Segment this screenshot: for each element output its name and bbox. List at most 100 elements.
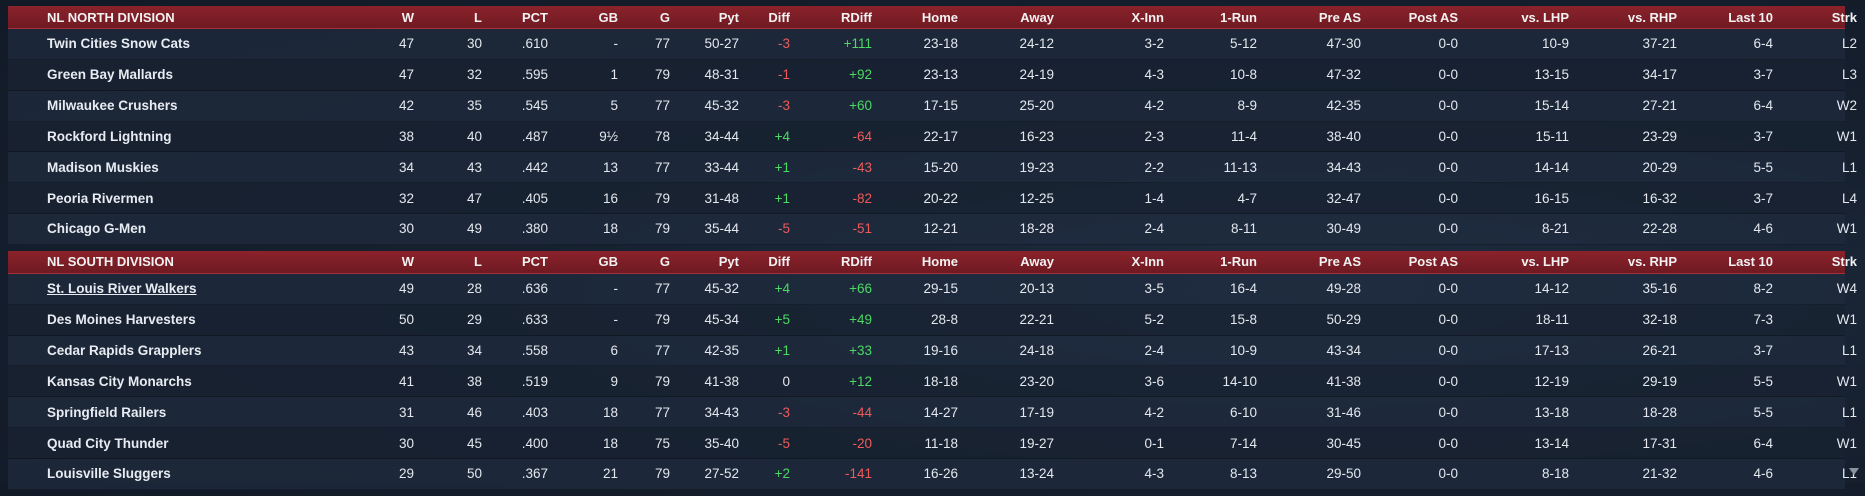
- column-header-vs-lhp[interactable]: vs. LHP: [1521, 254, 1569, 270]
- column-header-home[interactable]: Home: [921, 254, 958, 270]
- column-header-one-run[interactable]: 1-Run: [1220, 254, 1257, 270]
- table-row[interactable]: Rockford Lightning 38 40 .487 9½ 78 34-44 +4 -64…: [8, 121, 1857, 153]
- team-name-link[interactable]: Twin Cities Snow Cats: [47, 36, 191, 52]
- column-header-pre-all-star[interactable]: Pre AS: [1318, 9, 1361, 25]
- cell-losses: 38: [466, 373, 482, 389]
- cell-last-10: 6-4: [1753, 36, 1773, 52]
- column-header-wins[interactable]: W: [401, 9, 414, 25]
- column-header-games[interactable]: G: [659, 9, 670, 25]
- column-header-streak[interactable]: Strk: [1831, 9, 1857, 25]
- cell-pct: .400: [521, 435, 548, 451]
- team-name-link[interactable]: Milwaukee Crushers: [47, 98, 178, 114]
- column-header-diff[interactable]: Diff: [768, 254, 790, 270]
- column-header-vs-rhp[interactable]: vs. RHP: [1627, 254, 1677, 270]
- table-row[interactable]: Kansas City Monarchs 41 38 .519 9 79 41-38 0 +12…: [8, 366, 1857, 398]
- cell-pct: .519: [521, 373, 548, 389]
- cell-games-back: 18: [602, 404, 618, 420]
- cell-losses: 32: [466, 67, 482, 83]
- team-name-link[interactable]: Chicago G-Men: [47, 221, 147, 237]
- cell-one-run: 16-4: [1229, 281, 1257, 297]
- table-row[interactable]: Madison Muskies 34 43 .442 13 77 33-44 +1 -43 15-…: [8, 152, 1857, 184]
- team-name-link[interactable]: Des Moines Harvesters: [47, 312, 196, 328]
- cell-home: 17-15: [923, 98, 958, 114]
- cell-pythag: 41-38: [704, 373, 739, 389]
- column-header-last-10[interactable]: Last 10: [1728, 9, 1773, 25]
- cell-vs-rhp: 37-21: [1642, 36, 1677, 52]
- cell-diff: +2: [774, 466, 790, 482]
- column-header-pythag[interactable]: Pyt: [718, 254, 739, 270]
- team-name-link[interactable]: Peoria Rivermen: [47, 190, 154, 206]
- table-row[interactable]: Milwaukee Crushers 42 35 .545 5 77 45-32 -3 +60 1…: [8, 90, 1857, 122]
- column-header-extra-innings[interactable]: X-Inn: [1131, 254, 1165, 270]
- column-header-vs-lhp[interactable]: vs. LHP: [1521, 9, 1569, 25]
- cell-losses: 29: [466, 312, 482, 328]
- column-header-streak[interactable]: Strk: [1831, 254, 1857, 270]
- team-name-link[interactable]: Springfield Railers: [47, 404, 167, 420]
- team-name-link[interactable]: Cedar Rapids Grapplers: [47, 343, 202, 359]
- cell-vs-rhp: 23-29: [1642, 128, 1677, 144]
- column-header-losses[interactable]: L: [474, 254, 482, 270]
- column-header-pct[interactable]: PCT: [522, 9, 548, 25]
- cell-diff: +4: [774, 281, 790, 297]
- cell-pythag: 45-32: [704, 98, 739, 114]
- team-name-link[interactable]: Madison Muskies: [47, 159, 159, 175]
- cell-vs-lhp: 13-18: [1534, 404, 1569, 420]
- table-row[interactable]: Peoria Rivermen 32 47 .405 16 79 31-48 +1 -82 20-…: [8, 183, 1857, 215]
- table-row[interactable]: Chicago G-Men 30 49 .380 18 79 35-44 -5 -51 12-21…: [8, 214, 1857, 245]
- cell-one-run: 6-10: [1229, 404, 1257, 420]
- column-header-away[interactable]: Away: [1020, 9, 1054, 25]
- column-header-post-all-star[interactable]: Post AS: [1408, 254, 1458, 270]
- column-header-games[interactable]: G: [659, 254, 670, 270]
- table-row[interactable]: Des Moines Harvesters 50 29 .633 - 79 45-34 +5 +…: [8, 304, 1857, 336]
- column-header-diff[interactable]: Diff: [768, 9, 790, 25]
- table-row[interactable]: Springfield Railers 31 46 .403 18 77 34-43 -3 -4…: [8, 397, 1857, 429]
- column-header-losses[interactable]: L: [474, 9, 482, 25]
- cell-away: 24-12: [1019, 36, 1054, 52]
- column-header-magic-number[interactable]: Magic#: [1861, 254, 1865, 269]
- table-row[interactable]: Green Bay Mallards 47 32 .595 1 79 48-31 -1 +92 2…: [8, 59, 1857, 91]
- cell-games: 79: [654, 466, 670, 482]
- team-name-link[interactable]: Kansas City Monarchs: [47, 373, 192, 389]
- cell-pythag: 42-35: [704, 343, 739, 359]
- cell-games-back: 5: [610, 98, 618, 114]
- column-header-one-run[interactable]: 1-Run: [1220, 9, 1257, 25]
- cell-streak: L4: [1841, 190, 1857, 206]
- cell-wins: 43: [398, 343, 414, 359]
- column-header-games-back[interactable]: GB: [598, 254, 619, 270]
- scroll-down-arrow-icon[interactable]: [1849, 468, 1859, 475]
- cell-one-run: 7-14: [1229, 435, 1257, 451]
- cell-away: 19-27: [1019, 435, 1054, 451]
- team-name-link[interactable]: Green Bay Mallards: [47, 67, 174, 83]
- column-header-pre-all-star[interactable]: Pre AS: [1318, 254, 1361, 270]
- cell-extra-innings: 4-3: [1144, 67, 1164, 83]
- team-name-link[interactable]: Quad City Thunder: [47, 435, 169, 451]
- table-row[interactable]: Quad City Thunder 30 45 .400 18 75 35-40 -5 -20 1…: [8, 428, 1857, 459]
- cell-away: 22-21: [1019, 312, 1054, 328]
- cell-run-diff: +92: [849, 67, 872, 83]
- column-header-run-diff[interactable]: RDiff: [840, 9, 872, 25]
- column-header-extra-innings[interactable]: X-Inn: [1131, 9, 1165, 25]
- column-header-magic-number[interactable]: Magic#: [1861, 10, 1865, 25]
- column-header-home[interactable]: Home: [921, 9, 958, 25]
- column-header-wins[interactable]: W: [401, 254, 414, 270]
- column-header-pct[interactable]: PCT: [522, 254, 548, 270]
- column-header-last-10[interactable]: Last 10: [1728, 254, 1773, 270]
- cell-one-run: 8-13: [1229, 466, 1257, 482]
- table-row[interactable]: Louisville Sluggers 29 50 .367 21 79 27-52 +2 -1…: [8, 458, 1857, 490]
- cell-diff: +5: [774, 312, 790, 328]
- column-header-away[interactable]: Away: [1020, 254, 1054, 270]
- team-name-link[interactable]: Rockford Lightning: [47, 128, 172, 144]
- column-header-pythag[interactable]: Pyt: [718, 9, 739, 25]
- table-row[interactable]: St. Louis River Walkers 49 28 .636 - 77 45-32 +…: [8, 273, 1857, 305]
- column-header-post-all-star[interactable]: Post AS: [1408, 9, 1458, 25]
- cell-extra-innings: 4-2: [1144, 98, 1164, 114]
- team-name-link[interactable]: St. Louis River Walkers: [47, 281, 197, 297]
- table-row[interactable]: Cedar Rapids Grapplers 43 34 .558 6 77 42-35 +1…: [8, 335, 1857, 367]
- table-row[interactable]: Twin Cities Snow Cats 47 30 .610 - 77 50-27 -3 +…: [8, 29, 1857, 60]
- column-header-run-diff[interactable]: RDiff: [840, 254, 872, 270]
- cell-wins: 41: [398, 373, 414, 389]
- column-header-games-back[interactable]: GB: [598, 9, 619, 25]
- cell-one-run: 8-11: [1230, 221, 1257, 237]
- column-header-vs-rhp[interactable]: vs. RHP: [1627, 9, 1677, 25]
- team-name-link[interactable]: Louisville Sluggers: [47, 466, 171, 482]
